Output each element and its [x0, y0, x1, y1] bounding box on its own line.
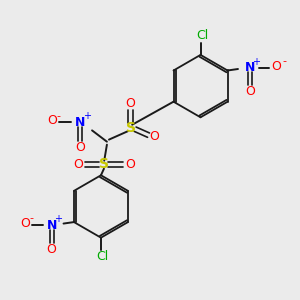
Text: Cl: Cl [96, 250, 109, 263]
Text: O: O [272, 59, 281, 73]
Text: N: N [75, 116, 85, 129]
Text: O: O [126, 97, 136, 110]
Text: S: S [126, 121, 136, 135]
Text: -: - [29, 214, 33, 224]
Text: O: O [47, 243, 57, 256]
Text: Cl: Cl [196, 29, 208, 42]
Text: +: + [54, 214, 62, 224]
Text: N: N [46, 218, 57, 232]
Text: +: + [252, 57, 260, 67]
Text: -: - [57, 111, 61, 121]
Text: N: N [245, 61, 255, 74]
Text: O: O [125, 158, 135, 171]
Text: O: O [149, 130, 159, 143]
Text: O: O [47, 114, 57, 128]
Text: O: O [75, 141, 85, 154]
Text: O: O [73, 158, 83, 171]
Text: O: O [20, 217, 30, 230]
Text: -: - [282, 56, 286, 66]
Text: O: O [245, 85, 255, 98]
Text: S: S [99, 157, 109, 171]
Text: +: + [83, 111, 91, 122]
